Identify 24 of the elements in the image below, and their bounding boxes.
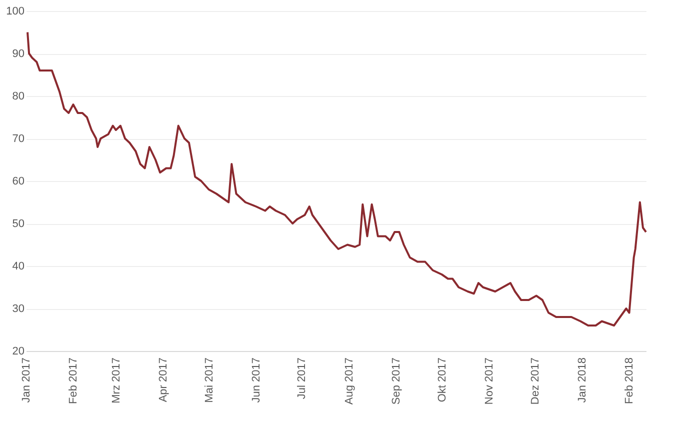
- x-tick-label: Okt 2017: [436, 358, 448, 402]
- x-tick-label: Apr 2017: [158, 358, 170, 402]
- y-tick-label: 50: [12, 218, 24, 230]
- x-tick-label: Sep 2017: [390, 358, 403, 405]
- y-tick-label: 60: [12, 176, 24, 188]
- x-tick-label: Jan 2018: [576, 358, 589, 403]
- line-series: [26, 31, 647, 326]
- x-tick-label: Aug 2017: [343, 358, 356, 405]
- x-tick-label: Jul 2017: [296, 358, 308, 400]
- y-tick-label: 20: [12, 346, 24, 358]
- x-tick-label: Feb 2018: [624, 358, 636, 404]
- y-tick-label: 90: [12, 48, 24, 60]
- x-tick-label: Mrz 2017: [110, 358, 122, 404]
- y-tick-label: 80: [12, 90, 24, 102]
- x-tick-label: Jun 2017: [250, 358, 263, 403]
- x-tick-label: Dez 2017: [529, 358, 542, 405]
- x-tick-label: Mai 2017: [203, 358, 216, 403]
- y-tick-label: 70: [12, 133, 24, 145]
- y-tick-label: 40: [12, 260, 24, 272]
- x-tick-label: Nov 2017: [484, 358, 496, 405]
- x-tick-label: Jan 2017: [20, 358, 32, 403]
- x-tick-label: Feb 2017: [68, 358, 80, 404]
- y-tick-label: 30: [12, 303, 24, 315]
- y-tick-label: 100: [6, 6, 24, 18]
